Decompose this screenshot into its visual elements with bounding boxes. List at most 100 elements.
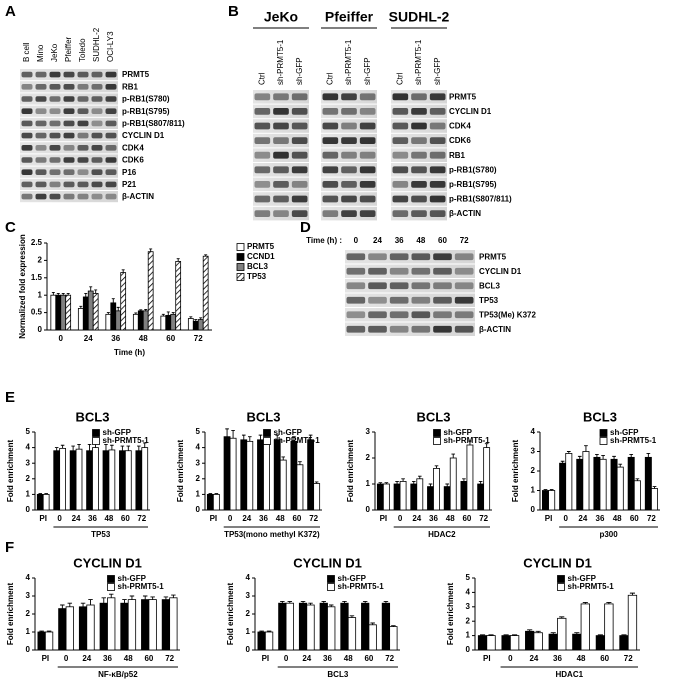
- error-bar: [566, 451, 571, 454]
- legend-label: sh-PRMT5-1: [610, 436, 657, 445]
- blot-band: [454, 311, 474, 319]
- y-axis-label: Fold enrichment: [6, 440, 15, 503]
- x-tick-label: PI: [262, 654, 270, 663]
- legend-label: sh-PRMT5-1: [568, 582, 615, 591]
- x-tick-label: 60: [630, 514, 639, 523]
- bar: [559, 462, 567, 511]
- blot-band: [105, 193, 117, 200]
- error-bar: [595, 453, 599, 458]
- bar: [368, 624, 377, 651]
- bar: [120, 602, 129, 651]
- bar: [86, 604, 95, 651]
- row-label: BCL3: [479, 281, 500, 290]
- chart-title: CYCLIN D1: [293, 555, 362, 570]
- blot-band: [411, 166, 427, 174]
- blot-band: [35, 132, 47, 139]
- bar: [285, 602, 294, 651]
- error-bar: [314, 481, 319, 484]
- blot-band: [429, 195, 446, 203]
- x-tick-label: 36: [553, 654, 562, 663]
- error-bar: [582, 602, 588, 604]
- blot-band: [77, 120, 89, 127]
- error-bar: [71, 445, 75, 451]
- blot-band: [105, 96, 117, 102]
- error-bar: [281, 456, 286, 461]
- bar: [298, 602, 308, 651]
- lane-label: JeKo: [50, 43, 59, 62]
- blot-band: [35, 71, 47, 78]
- blot-band: [273, 195, 289, 203]
- x-tick-label: 36: [596, 514, 605, 523]
- bar: [410, 483, 418, 511]
- x-axis-label: NF-κB/p52: [98, 670, 138, 679]
- y-tick-label: 1: [196, 490, 201, 499]
- error-bar: [129, 595, 135, 600]
- error-bar: [44, 493, 48, 495]
- bar: [102, 450, 110, 511]
- blot-band: [341, 195, 357, 203]
- y-tick-label: 0: [366, 505, 371, 514]
- x-tick-label: 60: [600, 654, 609, 663]
- blot-band: [91, 157, 103, 163]
- bar: [59, 447, 66, 511]
- error-bar: [612, 455, 616, 460]
- x-tick-label: 24: [578, 514, 587, 523]
- y-axis-label: Fold enrichment: [226, 583, 235, 646]
- error-bar: [646, 453, 651, 458]
- blot-band: [433, 311, 452, 319]
- blot-band: [91, 96, 103, 102]
- bar: [627, 594, 638, 651]
- blot-band: [105, 145, 117, 151]
- blot-band: [291, 166, 308, 174]
- legend-label: sh-PRMT5-1: [118, 582, 165, 591]
- blot-band: [77, 145, 89, 151]
- blot-band: [91, 84, 103, 90]
- x-tick-label: PI: [380, 514, 388, 523]
- error-bar: [560, 460, 565, 464]
- blot-band: [91, 169, 103, 175]
- error-bar: [629, 453, 634, 458]
- bar: [389, 626, 398, 651]
- legend-swatch: [599, 437, 608, 445]
- error-bar: [488, 634, 494, 636]
- chart-title: BCL3: [417, 409, 451, 424]
- blot-band: [359, 151, 376, 159]
- error-bar: [652, 486, 657, 489]
- blot-band: [49, 108, 61, 114]
- error-bar: [67, 602, 73, 607]
- blot-band: [254, 166, 271, 174]
- blot-band: [392, 108, 409, 115]
- blot-band: [411, 195, 427, 203]
- blot-band: [49, 157, 61, 163]
- blot-band: [77, 71, 89, 78]
- y-tick-label: 2: [26, 609, 31, 618]
- blot-band: [322, 195, 339, 203]
- lane-label: sh-PRMT5-1: [344, 39, 353, 85]
- bar: [165, 314, 172, 331]
- blot-band: [429, 108, 446, 115]
- bar: [141, 599, 150, 651]
- x-tick-label: PI: [42, 654, 50, 663]
- y-tick-label: 2: [246, 609, 251, 618]
- x-axis-label: p300: [599, 530, 618, 539]
- error-bar: [39, 630, 44, 632]
- error-bar: [161, 313, 165, 317]
- error-bar: [527, 629, 533, 632]
- legend-swatch: [236, 253, 245, 261]
- blot-band: [21, 132, 33, 139]
- legend-label: sh-GFP: [118, 574, 147, 583]
- lane-label: OCI-LY3: [106, 31, 115, 62]
- bar: [393, 483, 401, 511]
- error-bar: [88, 599, 93, 605]
- error-bar: [142, 595, 148, 600]
- bar: [644, 456, 652, 511]
- error-bar: [225, 428, 229, 437]
- x-tick-label: 60: [144, 654, 153, 663]
- group-label: JeKo: [264, 9, 298, 25]
- y-tick-label: 0: [38, 325, 43, 334]
- panel-label: A: [5, 3, 16, 20]
- blot-band: [322, 166, 339, 174]
- y-tick-label: 4: [531, 427, 536, 436]
- x-tick-label: 0: [508, 654, 513, 663]
